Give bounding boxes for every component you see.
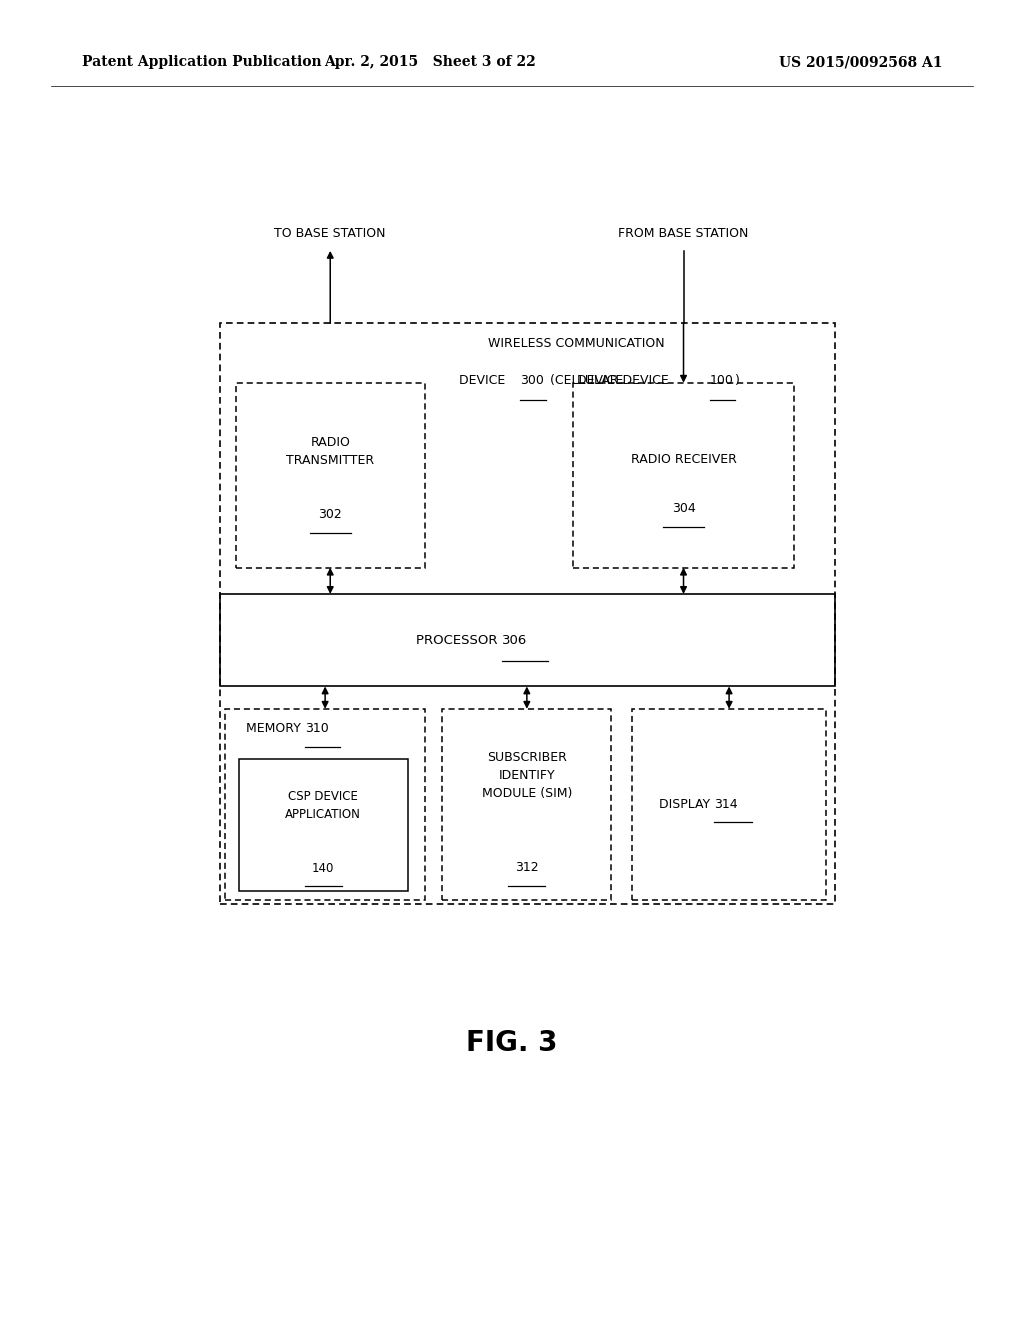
Text: 304: 304 — [672, 502, 695, 515]
Text: 310: 310 — [305, 722, 329, 735]
Text: US 2015/0092568 A1: US 2015/0092568 A1 — [778, 55, 942, 69]
Bar — [220, 594, 835, 686]
Text: 312: 312 — [515, 862, 539, 874]
Text: SUBSCRIBER
IDENTIFY
MODULE (SIM): SUBSCRIBER IDENTIFY MODULE (SIM) — [481, 751, 572, 800]
Text: CSP DEVICE
APPLICATION: CSP DEVICE APPLICATION — [285, 789, 361, 821]
Text: PROCESSOR: PROCESSOR — [416, 634, 502, 647]
Bar — [225, 709, 425, 900]
Bar — [220, 323, 835, 904]
Bar — [239, 759, 408, 891]
Bar — [442, 709, 611, 900]
Text: TO BASE STATION: TO BASE STATION — [274, 227, 386, 240]
Text: (CELLULAR DEVICE: (CELLULAR DEVICE — [546, 374, 673, 387]
Bar — [236, 383, 425, 568]
Text: MEMORY: MEMORY — [246, 722, 305, 735]
Text: 100: 100 — [710, 374, 733, 387]
Text: ): ) — [735, 374, 740, 387]
Text: DEVICE: DEVICE — [459, 374, 509, 387]
Text: RADIO
TRANSMITTER: RADIO TRANSMITTER — [286, 436, 375, 467]
Bar — [573, 383, 794, 568]
Text: 314: 314 — [714, 799, 737, 810]
Text: 300: 300 — [520, 374, 544, 387]
Text: Apr. 2, 2015   Sheet 3 of 22: Apr. 2, 2015 Sheet 3 of 22 — [325, 55, 536, 69]
Text: 140: 140 — [312, 862, 334, 875]
Text: DISPLAY: DISPLAY — [658, 799, 714, 810]
Text: WIRELESS COMMUNICATION: WIRELESS COMMUNICATION — [488, 337, 665, 350]
Text: RADIO RECEIVER: RADIO RECEIVER — [631, 453, 736, 466]
Text: 306: 306 — [502, 634, 527, 647]
Text: FROM BASE STATION: FROM BASE STATION — [618, 227, 749, 240]
Text: DEVICE: DEVICE — [577, 374, 627, 387]
Text: Patent Application Publication: Patent Application Publication — [82, 55, 322, 69]
Text: 302: 302 — [318, 508, 342, 521]
Text: FIG. 3: FIG. 3 — [466, 1028, 558, 1057]
Bar — [632, 709, 826, 900]
